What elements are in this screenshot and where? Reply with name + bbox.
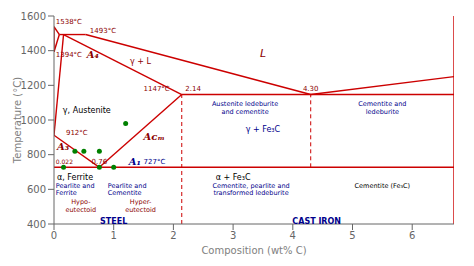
svg-text:Cementite andledeburite: Cementite andledeburite (358, 100, 406, 115)
svg-text:0.76: 0.76 (92, 158, 108, 166)
svg-text:0: 0 (51, 230, 57, 241)
svg-text:1400: 1400 (21, 45, 46, 56)
svg-text:A₃: A₃ (56, 140, 70, 151)
svg-text:3: 3 (230, 230, 236, 241)
svg-text:1394°C: 1394°C (56, 51, 82, 59)
svg-text:1000: 1000 (21, 115, 46, 126)
svg-text:4.30: 4.30 (303, 85, 319, 93)
svg-text:A₁: A₁ (128, 155, 141, 166)
svg-text:Pearlite andFerrite: Pearlite andFerrite (56, 182, 95, 197)
svg-text:L: L (260, 47, 266, 60)
svg-text:1: 1 (111, 230, 117, 241)
svg-text:1493°C: 1493°C (90, 27, 116, 35)
svg-text:γ + Fe₃C: γ + Fe₃C (246, 124, 281, 133)
svg-text:2: 2 (170, 230, 176, 241)
svg-text:1600: 1600 (21, 11, 46, 22)
svg-text:6: 6 (409, 230, 415, 241)
svg-text:Austenite ledeburiteand cement: Austenite ledeburiteand cementite (212, 100, 278, 115)
svg-text:Aᴄₘ: Aᴄₘ (143, 131, 165, 142)
svg-text:γ, Austenite: γ, Austenite (63, 105, 111, 114)
svg-text:600: 600 (27, 184, 46, 195)
svg-text:1200: 1200 (21, 80, 46, 91)
svg-text:Hypo-eutectoid: Hypo-eutectoid (66, 198, 97, 213)
svg-text:α + Fe₃C: α + Fe₃C (216, 173, 251, 182)
svg-text:0.022: 0.022 (56, 157, 73, 164)
svg-text:A₄: A₄ (86, 49, 99, 60)
svg-text:Pearlite andCementite: Pearlite andCementite (108, 182, 147, 197)
svg-text:5: 5 (349, 230, 355, 241)
svg-text:α, Ferrite: α, Ferrite (57, 173, 93, 182)
svg-text:727°C: 727°C (144, 158, 166, 166)
svg-text:800: 800 (27, 149, 46, 160)
svg-text:Cementite, pearlite andtransfo: Cementite, pearlite andtransformed ledeb… (212, 182, 289, 197)
svg-text:2.14: 2.14 (185, 85, 201, 93)
svg-text:Composition (wt% C): Composition (wt% C) (201, 245, 306, 256)
svg-text:Temperature (°C): Temperature (°C) (12, 77, 23, 164)
svg-text:400: 400 (27, 219, 46, 230)
svg-text:Hyper-eutectoid: Hyper-eutectoid (125, 198, 156, 213)
svg-text:γ + L: γ + L (130, 57, 152, 66)
svg-text:4: 4 (290, 230, 296, 241)
svg-text:STEEL: STEEL (100, 216, 127, 225)
svg-text:912°C: 912°C (66, 129, 88, 137)
svg-text:Cementite (Fe₃C): Cementite (Fe₃C) (355, 182, 411, 190)
svg-text:CAST IRON: CAST IRON (292, 216, 341, 225)
svg-text:1147°C: 1147°C (144, 85, 170, 93)
svg-text:1538°C: 1538°C (56, 18, 82, 26)
